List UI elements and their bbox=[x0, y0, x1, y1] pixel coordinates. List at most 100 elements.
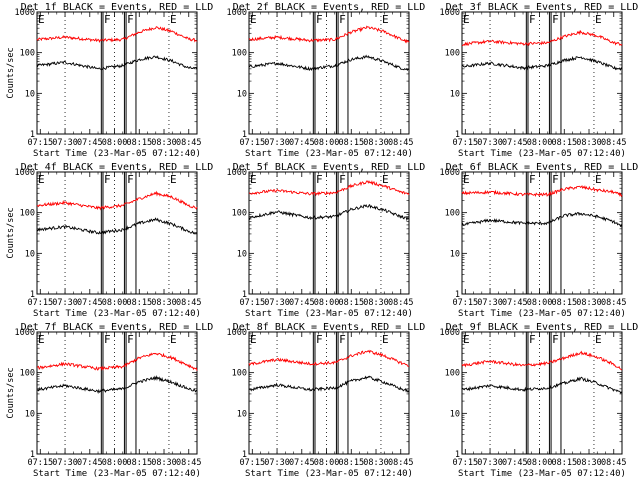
y-tick-label: 10 bbox=[25, 409, 35, 419]
flag-label: F bbox=[104, 333, 111, 346]
x-tick-label: 08:15 bbox=[551, 458, 577, 468]
y-tick-label: 1000 bbox=[227, 168, 247, 178]
plot-frame bbox=[36, 171, 198, 295]
x-tick-label: 08:00 bbox=[102, 138, 128, 148]
x-tick-label: 08:45 bbox=[388, 298, 414, 308]
x-tick-label: 08:15 bbox=[126, 138, 152, 148]
flag-label: E bbox=[170, 333, 177, 346]
y-tick-label: 10 bbox=[237, 89, 247, 99]
x-tick-label: 07:30 bbox=[52, 298, 78, 308]
x-tick-label: 08:45 bbox=[601, 298, 627, 308]
x-tick-label: 07:30 bbox=[52, 458, 78, 468]
flag-label: F bbox=[552, 13, 559, 26]
flag-label: F bbox=[339, 13, 346, 26]
x-tick-label: 08:00 bbox=[314, 458, 340, 468]
y-tick-label: 10 bbox=[237, 409, 247, 419]
x-tick-label: 08:30 bbox=[576, 298, 602, 308]
flag-label: E bbox=[463, 173, 470, 186]
x-tick-label: 07:45 bbox=[77, 138, 103, 148]
x-tick-label: 08:30 bbox=[151, 298, 177, 308]
x-tick-label: 08:30 bbox=[576, 458, 602, 468]
panel-title: Det 7f BLACK = Events, RED = LLD bbox=[21, 322, 214, 333]
x-tick-label: 07:30 bbox=[264, 138, 290, 148]
y-tick-label: 10 bbox=[237, 249, 247, 259]
flag-label: E bbox=[38, 13, 45, 26]
lld-series-line bbox=[461, 350, 623, 371]
y-tick-label: 10 bbox=[450, 249, 460, 259]
flag-label: F bbox=[127, 333, 134, 346]
x-axis-label: Start Time (23-Mar-05 07:12:40) bbox=[33, 469, 201, 479]
lld-series-line bbox=[36, 26, 198, 43]
x-tick-label: 07:15 bbox=[28, 458, 54, 468]
x-tick-label: 08:00 bbox=[527, 298, 553, 308]
panel-title: Det 9f BLACK = Events, RED = LLD bbox=[446, 322, 639, 333]
x-tick-label: 08:45 bbox=[176, 138, 202, 148]
x-tick-label: 08:15 bbox=[338, 138, 364, 148]
y-axis-label: Counts/sec bbox=[6, 47, 16, 98]
flag-label: E bbox=[382, 13, 389, 26]
x-tick-label: 07:30 bbox=[264, 458, 290, 468]
y-tick-label: 1 bbox=[455, 450, 460, 460]
plot-frame bbox=[248, 331, 410, 455]
flag-label: E bbox=[595, 13, 602, 26]
plot-frame bbox=[461, 11, 623, 135]
lld-series-line bbox=[461, 185, 623, 198]
x-axis-label: Start Time (23-Mar-05 07:12:40) bbox=[458, 149, 626, 159]
y-tick-label: 100 bbox=[20, 209, 35, 219]
y-tick-label: 1 bbox=[455, 130, 460, 140]
panel-title: Det 2f BLACK = Events, RED = LLD bbox=[233, 2, 426, 13]
flag-label: F bbox=[552, 173, 559, 186]
plot-frame bbox=[36, 11, 198, 135]
panel-title: Det 4f BLACK = Events, RED = LLD bbox=[21, 162, 214, 173]
x-tick-label: 08:00 bbox=[314, 298, 340, 308]
x-axis-label: Start Time (23-Mar-05 07:12:40) bbox=[458, 469, 626, 479]
events-series-line bbox=[248, 375, 410, 393]
x-tick-label: 08:15 bbox=[338, 298, 364, 308]
x-tick-label: 07:15 bbox=[453, 298, 479, 308]
panel-6: Det 6f BLACK = Events, RED = LLD Start Ti… bbox=[440, 162, 639, 319]
panel-title: Det 8f BLACK = Events, RED = LLD bbox=[233, 322, 426, 333]
y-tick-label: 1 bbox=[242, 450, 247, 460]
x-axis-label: Start Time (23-Mar-05 07:12:40) bbox=[245, 469, 413, 479]
x-tick-label: 08:00 bbox=[527, 138, 553, 148]
y-axis-label: Counts/sec bbox=[6, 367, 16, 418]
x-tick-label: 08:30 bbox=[576, 138, 602, 148]
x-tick-label: 08:00 bbox=[102, 458, 128, 468]
y-tick-label: 1 bbox=[455, 290, 460, 300]
y-tick-label: 1 bbox=[30, 290, 35, 300]
plot-frame bbox=[248, 171, 410, 295]
flag-label: F bbox=[127, 13, 134, 26]
y-tick-label: 100 bbox=[20, 369, 35, 379]
y-tick-label: 1000 bbox=[227, 8, 247, 18]
x-axis-label: Start Time (23-Mar-05 07:12:40) bbox=[245, 309, 413, 319]
events-series-line bbox=[461, 55, 623, 71]
lld-series-line bbox=[461, 29, 623, 47]
x-tick-label: 07:15 bbox=[240, 458, 266, 468]
x-tick-label: 08:30 bbox=[151, 138, 177, 148]
panel-2: Det 2f BLACK = Events, RED = LLD Start Ti… bbox=[227, 2, 426, 159]
x-axis-label: Start Time (23-Mar-05 07:12:40) bbox=[33, 149, 201, 159]
y-tick-label: 1000 bbox=[440, 168, 460, 178]
panel-9: Det 9f BLACK = Events, RED = LLD Start Ti… bbox=[440, 322, 639, 479]
y-tick-label: 1000 bbox=[440, 328, 460, 338]
lld-series-line bbox=[248, 25, 410, 44]
x-tick-label: 07:15 bbox=[453, 458, 479, 468]
y-tick-label: 100 bbox=[20, 49, 35, 59]
x-tick-label: 08:30 bbox=[363, 298, 389, 308]
panel-8: Det 8f BLACK = Events, RED = LLD Start Ti… bbox=[227, 322, 426, 479]
flag-label: F bbox=[104, 13, 111, 26]
flag-label: F bbox=[529, 13, 536, 26]
y-tick-label: 1000 bbox=[15, 328, 35, 338]
x-tick-label: 07:45 bbox=[502, 298, 528, 308]
panel-title: Det 3f BLACK = Events, RED = LLD bbox=[446, 2, 639, 13]
flag-label: F bbox=[529, 173, 536, 186]
panel-1: Det 1f BLACK = Events, RED = LLD Counts/s… bbox=[6, 2, 213, 159]
x-tick-label: 07:15 bbox=[28, 298, 54, 308]
x-axis-label: Start Time (23-Mar-05 07:12:40) bbox=[458, 309, 626, 319]
flag-label: F bbox=[339, 333, 346, 346]
flag-label: E bbox=[170, 13, 177, 26]
x-tick-label: 08:30 bbox=[151, 458, 177, 468]
x-tick-label: 08:45 bbox=[601, 458, 627, 468]
x-tick-label: 08:45 bbox=[388, 138, 414, 148]
y-tick-label: 1000 bbox=[15, 8, 35, 18]
